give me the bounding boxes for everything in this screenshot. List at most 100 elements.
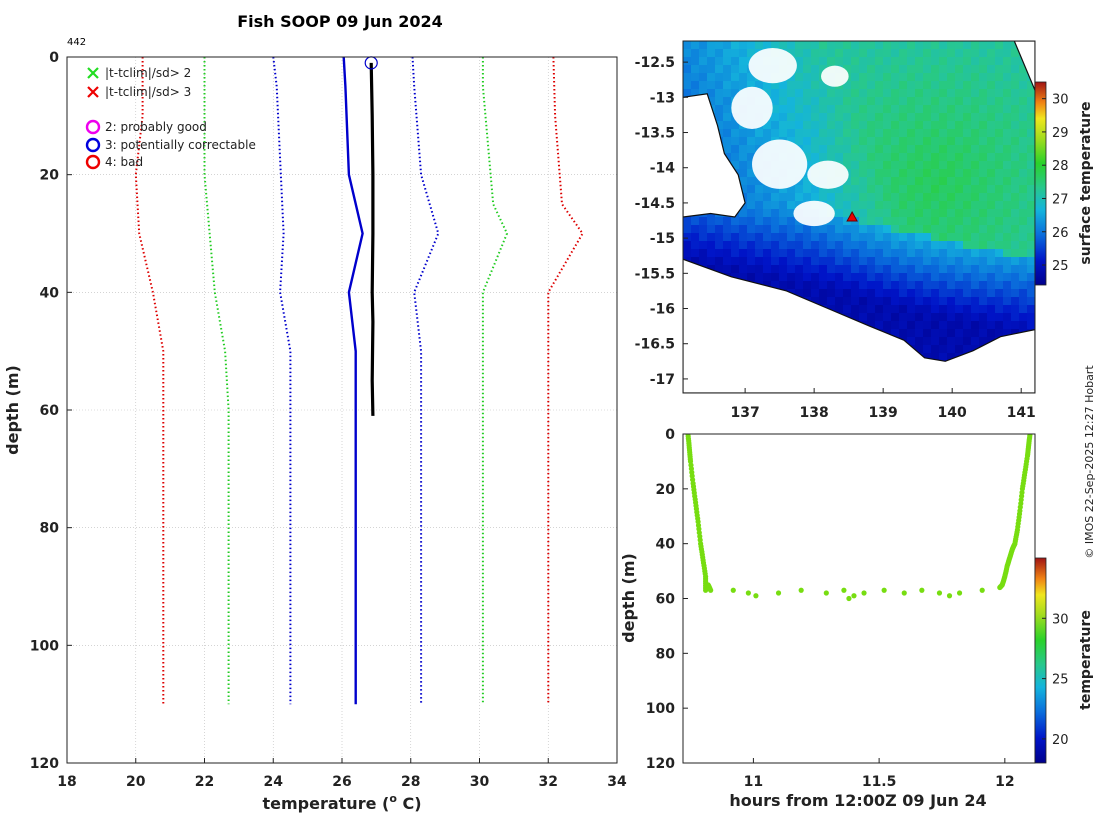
sst-cell [1011,233,1020,242]
sst-cell [931,353,940,362]
sst-cell [851,273,860,282]
sst-cell [723,225,732,234]
sst-cell [819,249,828,258]
sst-cell [867,105,876,114]
sst-cell [819,137,828,146]
sst-cell [867,249,876,258]
lat-tick-label: -15.5 [635,266,675,282]
sst-cell [819,273,828,282]
sst-cell [955,313,964,322]
sst-cell [747,209,756,218]
sst-cell [771,281,780,290]
sst-cell [923,193,932,202]
sst-cell [787,113,796,122]
hour-tick-label: 11 [744,774,763,790]
sst-cell [995,73,1004,82]
sst-cell [1003,233,1012,242]
sst-cell [931,73,940,82]
sst-cell [923,41,932,50]
sst-cell [971,97,980,106]
sst-cell [851,137,860,146]
sst-cell [987,89,996,98]
sst-cell [779,225,788,234]
sst-cell [819,129,828,138]
sst-cell [691,233,700,242]
profile-series-layer [134,57,584,705]
sst-cell [955,113,964,122]
cloud-patch [793,200,835,227]
sst-cell [755,177,764,186]
sst-cell [955,225,964,234]
sst-cell [971,241,980,250]
sst-cell [907,145,916,154]
sst-cell [979,281,988,290]
sst-cell [803,225,812,234]
sst-cell [899,193,908,202]
sst-cell [755,209,764,218]
sst-cell [827,121,836,130]
sst-cell [1011,305,1020,314]
x-tick-label: 18 [57,774,76,790]
sst-cell [1011,289,1020,298]
sst-cell [691,249,700,258]
sst-cell [915,249,924,258]
sst-cell [1019,65,1028,74]
sst-cell [907,153,916,162]
sst-cell [707,249,716,258]
sst-cell [723,73,732,82]
sst-cell [907,121,916,130]
sst-cell [907,273,916,282]
sst-cell [931,209,940,218]
sst-cell [851,241,860,250]
sst-cell [779,89,788,98]
sst-cell [947,297,956,306]
sst-cell [739,65,748,74]
track-points-layer [685,434,1033,602]
sst-cell [731,241,740,250]
sst-cell [971,177,980,186]
sst-cell [899,49,908,58]
sst-cell [947,249,956,258]
sst-cell [739,257,748,266]
sst-cell [947,89,956,98]
sst-cell [931,113,940,122]
sst-cell [827,305,836,314]
sst-cell [1027,281,1035,290]
lat-tick-label: -14 [650,161,676,177]
sst-cell [699,89,708,98]
sst-cell [971,257,980,266]
sst-cell [891,249,900,258]
sst-cell [771,41,780,50]
depth-tick-label: 60 [656,592,676,608]
sst-cell [851,41,860,50]
sst-cell [795,193,804,202]
sst-cell [907,257,916,266]
sst-cell [715,65,724,74]
sst-cell [891,193,900,202]
legend-label: 4: bad [105,155,143,169]
sst-cell [939,233,948,242]
sst-cell [1003,41,1012,50]
sst-cell [827,233,836,242]
sst-cell [987,185,996,194]
track-point [841,587,847,593]
sst-cell [987,241,996,250]
sst-cell [811,257,820,266]
sst-cell [931,257,940,266]
sst-cell [923,209,932,218]
sst-cell [955,105,964,114]
sst-cell [979,305,988,314]
sst-cell [875,321,884,330]
sst-cell [939,49,948,58]
sst-cell [747,129,756,138]
temperature-colorbar-tick-label: 20 [1052,733,1069,748]
track-point [708,587,714,593]
legend-x-marker [87,86,99,98]
sst-cell [723,41,732,50]
sst-cell [955,257,964,266]
sst-cell [1011,49,1020,58]
sst-colorbar-tick-label: 30 [1052,93,1069,108]
sst-cell [963,57,972,66]
sst-cell [771,209,780,218]
